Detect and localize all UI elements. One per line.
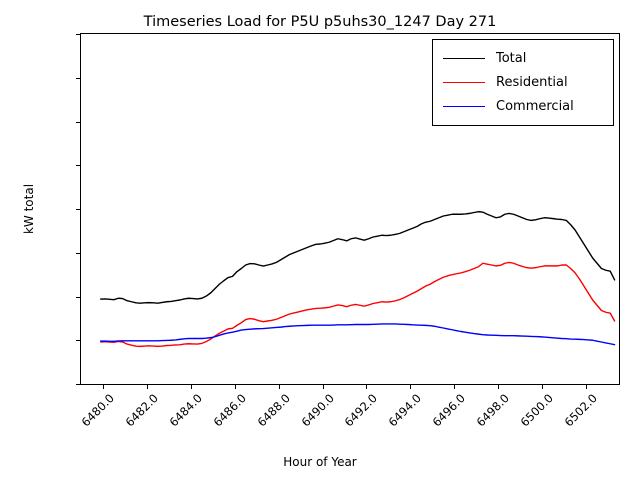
x-axis-tick-label: 6494.0: [385, 391, 425, 430]
x-axis-tick-mark: [498, 385, 500, 389]
x-axis-label: Hour of Year: [283, 455, 357, 469]
x-axis-tick-label: 6490.0: [298, 391, 337, 430]
y-axis-tick-mark: [76, 384, 80, 385]
y-axis-tick-mark: [76, 209, 80, 210]
x-axis-tick-label: 6500.0: [517, 391, 557, 430]
y-axis-tick-mark: [76, 121, 80, 123]
x-axis-tick-label: 6488.0: [254, 391, 293, 430]
x-axis-tick-mark: [542, 385, 544, 389]
y-axis-label: kW total: [22, 183, 36, 235]
series-line: [100, 323, 616, 346]
x-axis-tick-mark: [190, 385, 192, 389]
x-axis-tick-mark: [586, 385, 588, 389]
y-axis-tick-mark: [76, 340, 80, 342]
x-axis-tick-mark: [278, 385, 280, 389]
x-axis-tick-label: 6482.0: [122, 391, 161, 430]
x-axis-tick-label: 6492.0: [342, 391, 381, 430]
x-axis-tick-label: 6484.0: [166, 391, 205, 430]
x-axis-tick-label: 6502.0: [561, 391, 600, 430]
legend-item: Total: [433, 46, 613, 70]
x-axis-tick-label: 6480.0: [78, 391, 117, 430]
x-axis-tick-mark: [410, 385, 412, 389]
chart-title: Timeseries Load for P5U p5uhs30_1247 Day…: [143, 14, 497, 30]
x-axis-tick-label: 6486.0: [210, 391, 249, 430]
x-axis-tick-mark: [366, 385, 368, 389]
y-axis-tick-mark: [76, 296, 80, 298]
legend-color-swatch: [443, 81, 485, 83]
x-axis-tick-mark: [146, 385, 148, 389]
legend-label: Total: [496, 50, 527, 66]
y-axis-tick-mark: [76, 77, 80, 79]
x-axis-tick-mark: [322, 385, 324, 389]
legend-item: Residential: [433, 70, 613, 94]
y-axis-tick-mark: [76, 252, 80, 254]
legend-item: Commercial: [433, 94, 613, 118]
x-axis-tick-label: 6498.0: [473, 391, 513, 430]
plot-lines: [100, 210, 616, 348]
x-axis-tick-mark: [234, 385, 236, 389]
series-line: [100, 210, 616, 304]
x-axis-tick-mark: [454, 385, 456, 389]
chart-legend: Total Residential Commercial: [432, 39, 614, 126]
legend-label: Residential: [496, 74, 568, 90]
legend-label: Commercial: [496, 98, 574, 114]
x-axis-tick-label: 6496.0: [429, 391, 469, 430]
y-axis-tick-mark: [76, 165, 80, 167]
legend-color-swatch: [443, 105, 485, 107]
series-line: [100, 261, 616, 348]
y-axis-tick-mark: [76, 34, 80, 35]
x-axis-tick-mark: [102, 385, 104, 389]
legend-color-swatch: [443, 57, 485, 59]
